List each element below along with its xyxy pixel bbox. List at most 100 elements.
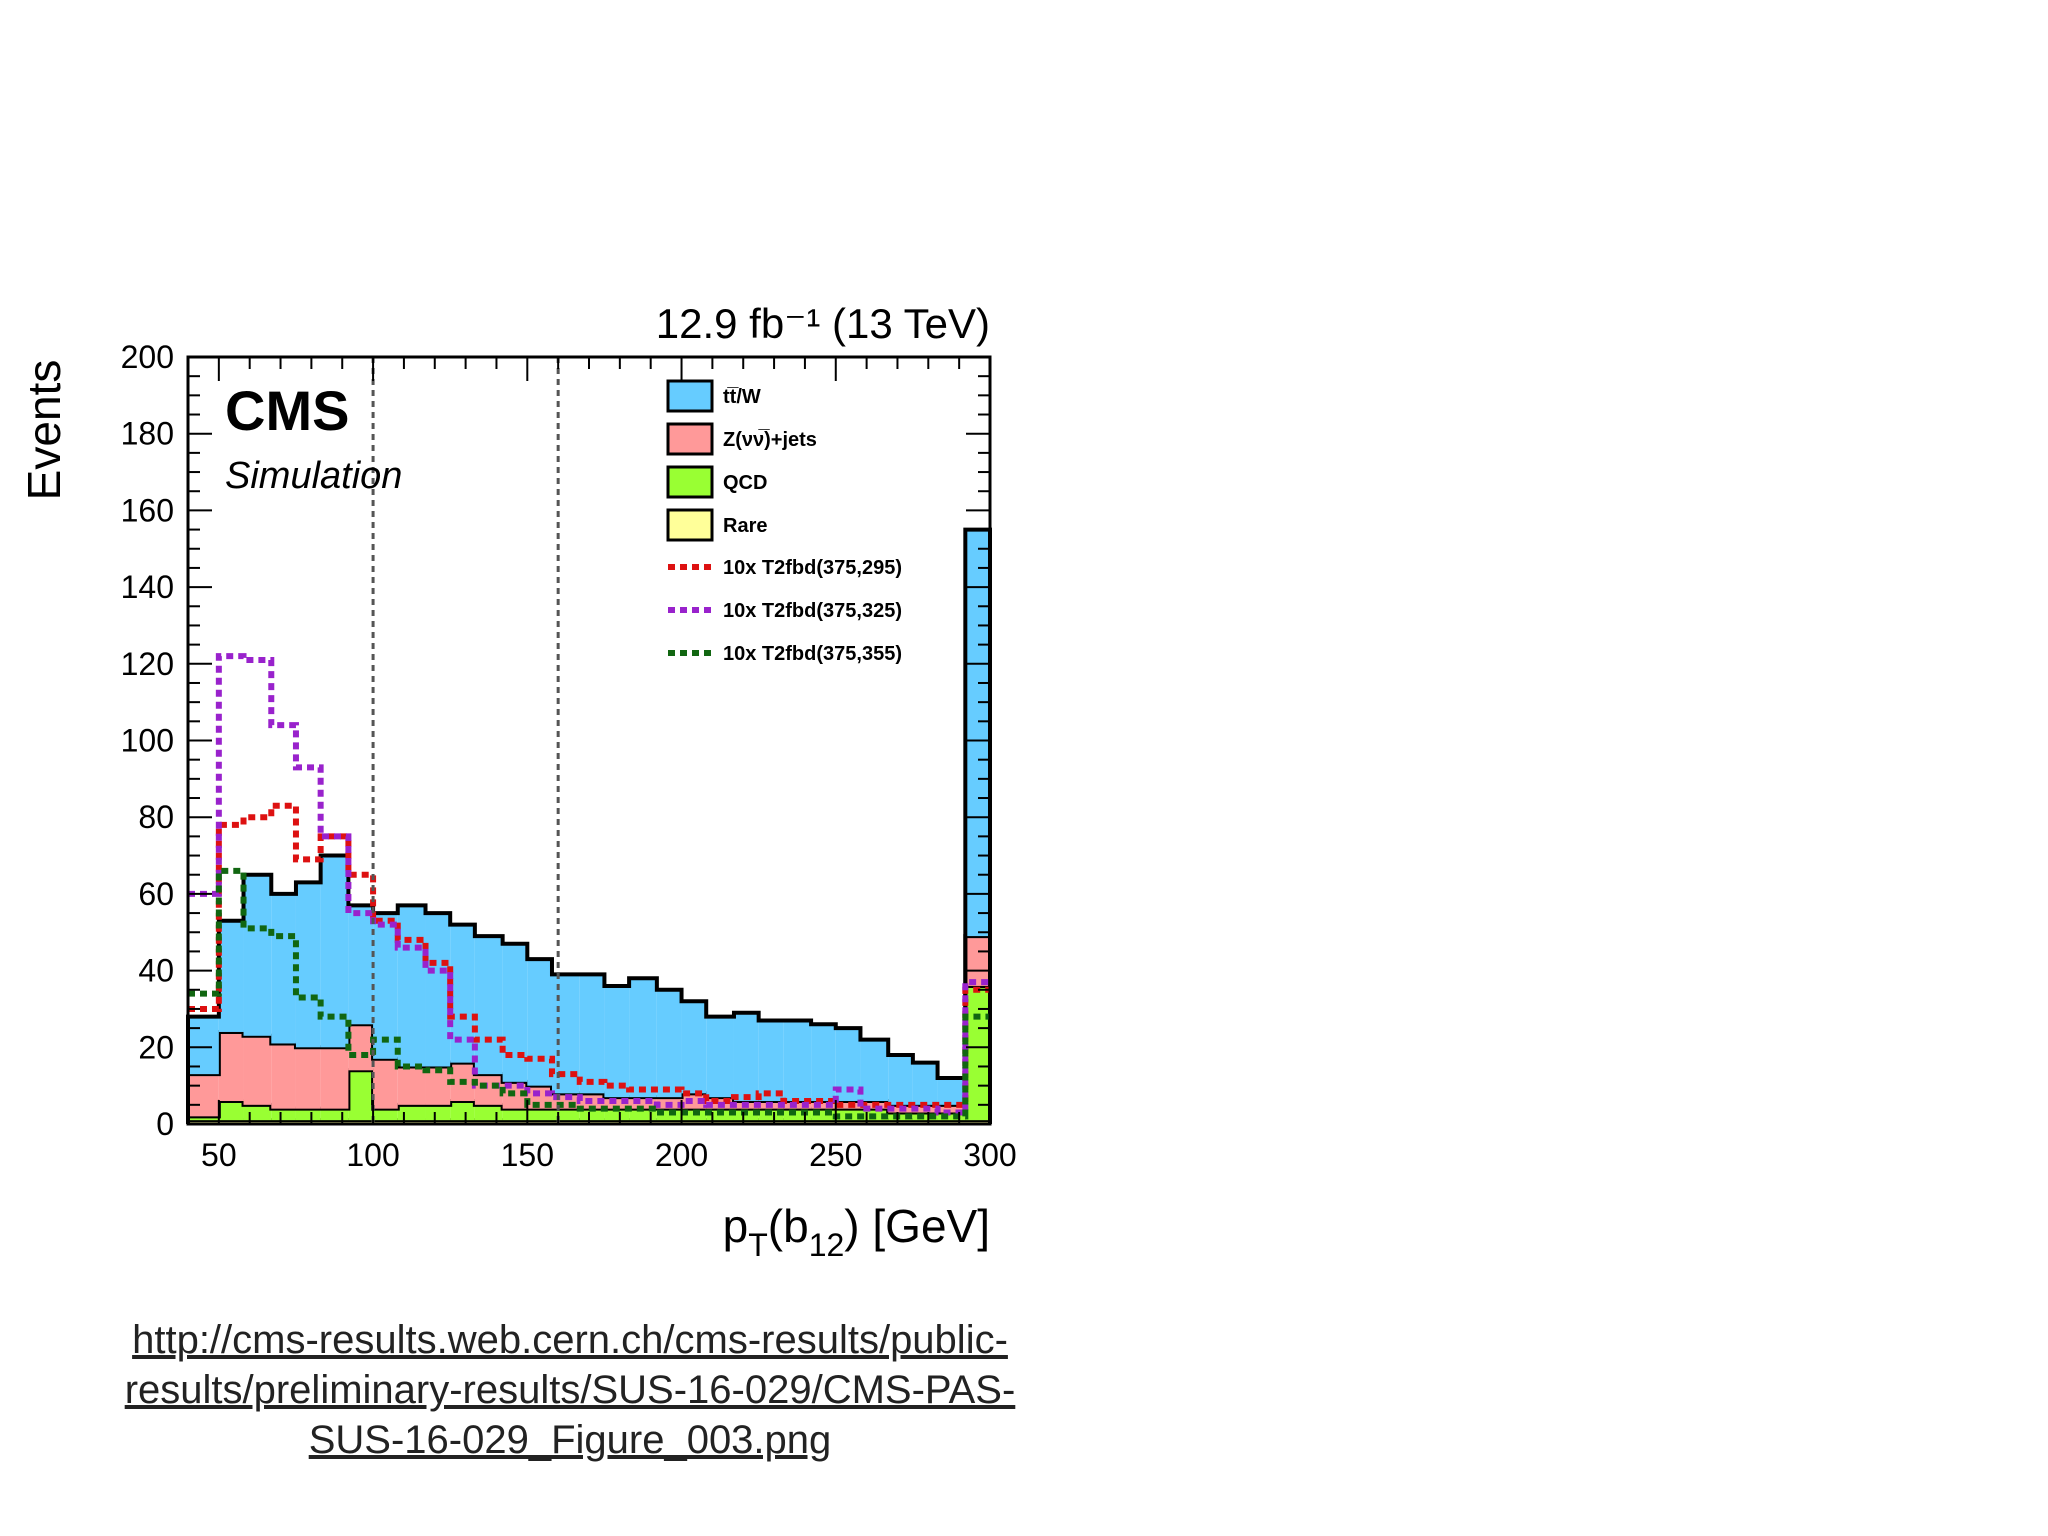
stacked-backgrounds [186, 527, 992, 1124]
bar-tt-w-bin-22 [758, 1020, 784, 1101]
legend-swatch [666, 508, 714, 542]
bar-qcd-bin-3 [271, 1108, 296, 1121]
y-tick-label: 200 [121, 339, 174, 375]
bar-tt-w-bin-9 [425, 913, 451, 1067]
bar-tt-w-bin-12 [502, 943, 528, 1082]
bar-tt-w-bin-23 [783, 1020, 812, 1101]
bar-z-jets-bin-6 [348, 1024, 374, 1071]
source-link[interactable]: http://cms-results.web.cern.ch/cms-resul… [60, 1315, 1080, 1465]
bar-z-jets-bin-30 [965, 936, 990, 986]
bar-z-jets-bin-3 [271, 1043, 296, 1109]
bar-tt-w-bin-28 [912, 1062, 938, 1105]
x-tick-label: 150 [501, 1137, 554, 1173]
x-label-rest: ) [GeV] [844, 1200, 990, 1252]
bar-qcd-bin-8 [397, 1104, 426, 1121]
bar-tt-w-bin-17 [629, 978, 657, 1098]
x-tick-label: 50 [201, 1137, 237, 1173]
x-label-b: (b [768, 1200, 809, 1252]
bar-qcd-bin-1 [218, 1100, 244, 1121]
bar-z-jets-bin-24 [811, 1100, 836, 1109]
y-tick-label: 120 [121, 646, 174, 682]
bar-z-jets-bin-8 [397, 1066, 426, 1105]
signal-series-3 [188, 867, 990, 1120]
bar-z-jets-bin-4 [295, 1047, 321, 1109]
bar-tt-w-bin-19 [681, 1001, 707, 1094]
bar-qcd-bin-13 [527, 1108, 552, 1121]
legend-label: tt̅/W [723, 386, 761, 408]
bar-qcd-bin-9 [425, 1104, 451, 1121]
bar-z-jets-bin-11 [474, 1074, 503, 1105]
experiment-label: CMS [225, 379, 349, 442]
bar-tt-w-bin-18 [656, 989, 682, 1098]
svg-text:pT(b12) [GeV]: pT(b12) [GeV] [723, 1200, 990, 1263]
bar-qcd-bin-15 [579, 1108, 605, 1121]
x-label-p: p [723, 1200, 749, 1252]
bar-tt-w-bin-13 [527, 959, 552, 1086]
bar-z-jets-bin-2 [243, 1035, 272, 1105]
y-tick-label: 160 [121, 492, 174, 528]
x-tick-label: 100 [346, 1137, 399, 1173]
y-tick-label: 40 [138, 953, 174, 989]
bar-z-jets-bin-16 [604, 1097, 630, 1109]
cut-lines [371, 357, 560, 1124]
bar-qcd-bin-4 [295, 1108, 321, 1121]
signal-series-1 [188, 802, 990, 1108]
y-tick-label: 140 [121, 569, 174, 605]
source-link-line-1[interactable]: http://cms-results.web.cern.ch/cms-resul… [132, 1318, 1008, 1362]
bar-tt-w-bin-6 [348, 905, 374, 1025]
bar-qcd-bin-5 [320, 1108, 349, 1121]
signal-series-2 [188, 653, 990, 1116]
bar-z-jets-bin-1 [218, 1031, 244, 1101]
axis-ticks: 50 100 150 200 250 300 0 20 40 60 80 100 120 140 160 18… [121, 339, 1017, 1173]
bar-tt-w-bin-2 [243, 874, 272, 1036]
bar-qcd-bin-30 [965, 985, 990, 1121]
y-tick-label: 100 [121, 723, 174, 759]
bar-tt-w-bin-21 [733, 1012, 759, 1101]
bar-z-jets-bin-23 [783, 1100, 812, 1109]
bar-tt-w-bin-8 [397, 905, 426, 1067]
bar-tt-w-bin-15 [579, 974, 605, 1094]
bar-qcd-bin-17 [629, 1108, 657, 1121]
bar-qcd-bin-16 [604, 1108, 630, 1121]
legend-swatch [666, 422, 714, 456]
bar-qcd-bin-2 [243, 1104, 272, 1121]
bar-tt-w-bin-11 [474, 936, 503, 1075]
bar-tt-w-bin-20 [706, 1016, 734, 1098]
bar-tt-w-bin-0 [188, 1016, 219, 1075]
source-link-line-3[interactable]: SUS-16-029_Figure_003.png [308, 1418, 832, 1462]
signal-curves [188, 653, 990, 1120]
bar-tt-w-bin-29 [937, 1077, 966, 1105]
y-tick-label: 60 [138, 876, 174, 912]
bar-qcd-bin-27 [888, 1112, 913, 1121]
bar-tt-w-bin-27 [888, 1054, 913, 1105]
bar-qcd-bin-7 [373, 1108, 398, 1121]
legend-swatch [666, 465, 714, 499]
source-link-line-2[interactable]: results/preliminary-results/SUS-16-029/C… [124, 1368, 1016, 1412]
legend-label: 10x T2fbd(375,355) [723, 643, 902, 665]
x-tick-label: 200 [655, 1137, 708, 1173]
bar-tt-w-bin-26 [860, 1039, 889, 1101]
legend-swatch [666, 379, 714, 413]
legend: tt̅/W Z(νν̅)+jets QCD Rare 10x T2fbd(375,295… [666, 379, 902, 665]
y-tick-label: 180 [121, 416, 174, 452]
outline-rare [186, 1118, 992, 1124]
y-tick-label: 0 [156, 1106, 174, 1142]
legend-label: 10x T2fbd(375,325) [723, 600, 902, 622]
x-axis-label: pT(b12) [GeV] [723, 1200, 990, 1263]
bar-tt-w-bin-24 [811, 1024, 836, 1101]
experiment-sublabel: Simulation [225, 455, 402, 497]
lumi-label: 12.9 fb⁻¹ (13 TeV) [656, 300, 990, 347]
bar-z-jets-bin-25 [835, 1100, 861, 1109]
bar-qcd-bin-11 [474, 1104, 503, 1121]
bar-z-jets-bin-5 [320, 1047, 349, 1109]
bar-z-jets-bin-19 [681, 1093, 707, 1109]
bar-z-jets-bin-17 [629, 1097, 657, 1109]
y-tick-label: 20 [138, 1029, 174, 1065]
bar-tt-w-bin-16 [604, 985, 630, 1098]
bar-qcd-bin-12 [502, 1108, 528, 1121]
legend-label: Rare [723, 515, 767, 537]
bar-z-jets-bin-0 [188, 1074, 219, 1117]
x-tick-label: 300 [963, 1137, 1016, 1173]
bar-tt-w-bin-30 [965, 529, 990, 937]
